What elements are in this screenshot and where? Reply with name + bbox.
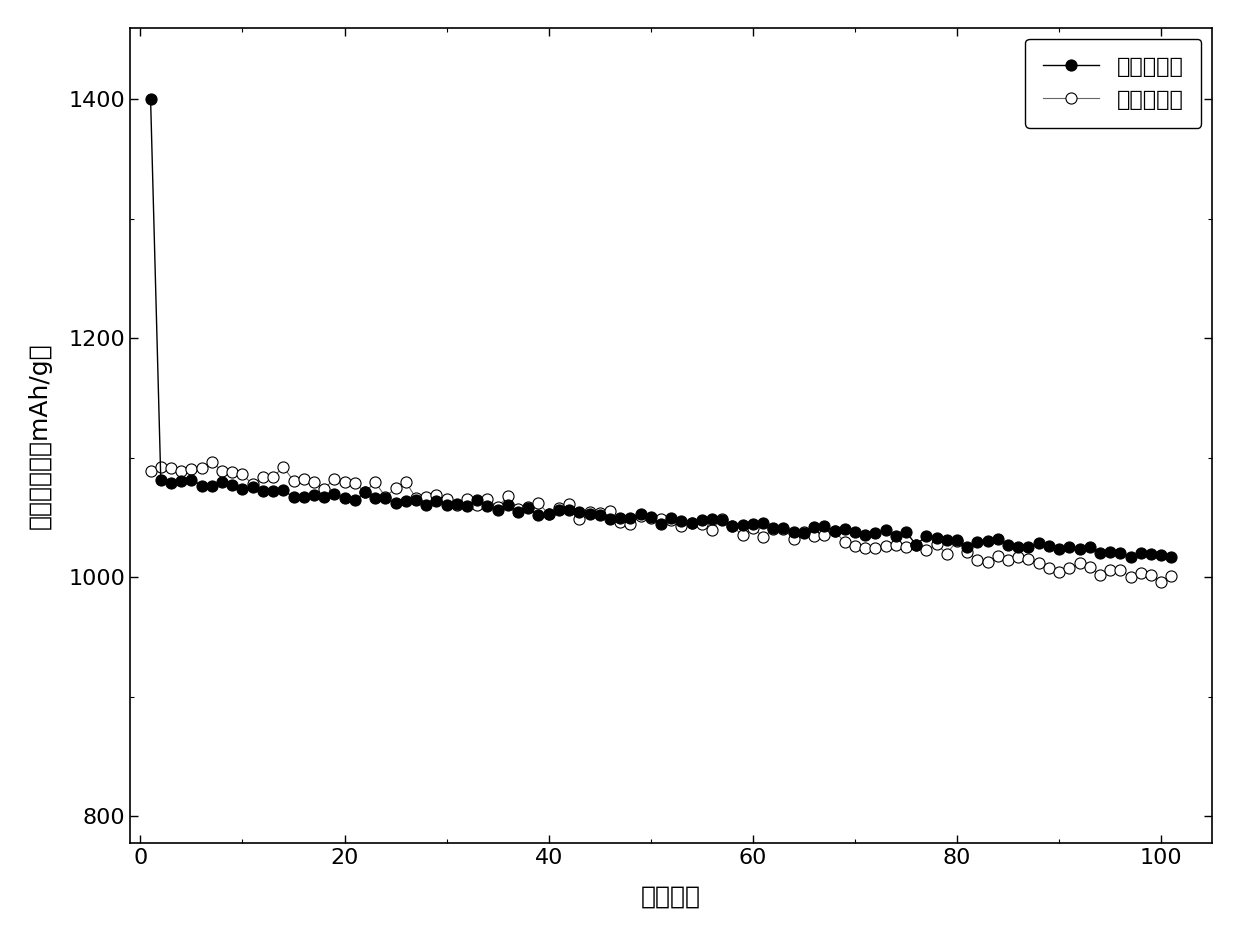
Line: 嵌锂比容量: 嵌锂比容量 [145, 94, 1177, 563]
嵌锂比容量 [858, 530, 873, 541]
脱锂比容量 [766, 524, 781, 535]
嵌锂比容量 [1164, 551, 1179, 563]
Legend: 嵌锂比容量, 脱锂比容量: 嵌锂比容量, 脱锂比容量 [1025, 39, 1202, 128]
嵌锂比容量 [1123, 551, 1138, 563]
脱锂比容量 [205, 456, 219, 467]
嵌锂比容量 [755, 518, 770, 529]
脱锂比容量 [622, 518, 637, 529]
嵌锂比容量 [398, 496, 413, 507]
X-axis label: 循环次数: 循环次数 [641, 885, 701, 908]
脱锂比容量 [919, 545, 934, 556]
脱锂比容量 [1153, 577, 1168, 588]
脱锂比容量 [868, 543, 883, 554]
嵌锂比容量 [613, 512, 627, 523]
脱锂比容量 [143, 465, 157, 476]
嵌锂比容量 [215, 476, 229, 488]
脱锂比容量 [224, 466, 239, 477]
Line: 脱锂比容量: 脱锂比容量 [145, 456, 1177, 587]
脱锂比容量 [1164, 570, 1179, 581]
脱锂比容量 [408, 492, 423, 504]
Y-axis label: 嵌锂比容量（mAh/g）: 嵌锂比容量（mAh/g） [27, 342, 52, 529]
嵌锂比容量 [909, 539, 924, 550]
嵌锂比容量 [143, 94, 157, 105]
